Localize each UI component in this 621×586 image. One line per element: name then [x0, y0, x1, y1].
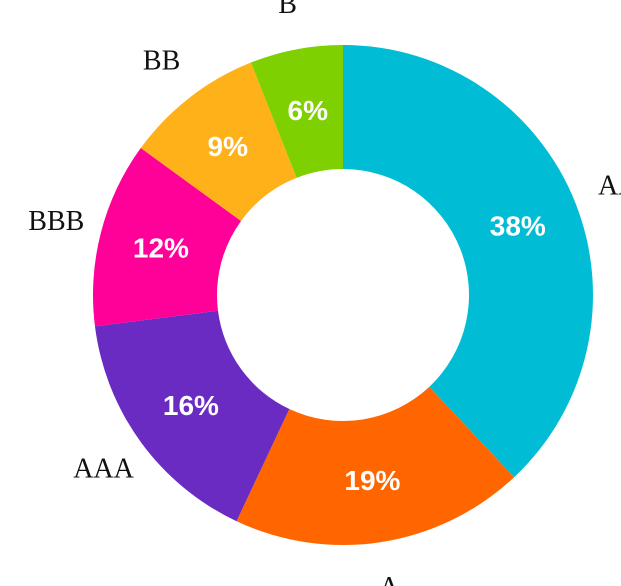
value-label-bb: 9%	[208, 131, 249, 162]
slice-aa	[343, 45, 593, 478]
value-label-a: 19%	[344, 465, 400, 496]
value-label-bbb: 12%	[133, 233, 189, 264]
slice-bbb	[92, 148, 242, 327]
value-label-aaa: 16%	[163, 390, 219, 421]
slice-bb	[140, 62, 297, 221]
slice-aaa	[94, 310, 290, 522]
category-label-aa: AA	[598, 171, 621, 202]
slice-b	[250, 45, 343, 178]
category-label-b: B	[278, 0, 297, 20]
slice-a	[236, 386, 515, 545]
category-label-a: A	[379, 572, 400, 586]
slice-category-labels: AAAAAABBBBBB	[28, 0, 621, 586]
category-label-aaa: AAA	[73, 453, 134, 484]
donut-slices	[92, 45, 593, 545]
slice-value-labels: 38% 19% 16% 12% 9% 6%	[133, 95, 546, 496]
category-label-bbb: BBB	[28, 206, 84, 237]
value-label-b: 6%	[288, 95, 329, 126]
value-label-aa: 38%	[490, 210, 546, 241]
category-label-bb: BB	[143, 46, 180, 77]
